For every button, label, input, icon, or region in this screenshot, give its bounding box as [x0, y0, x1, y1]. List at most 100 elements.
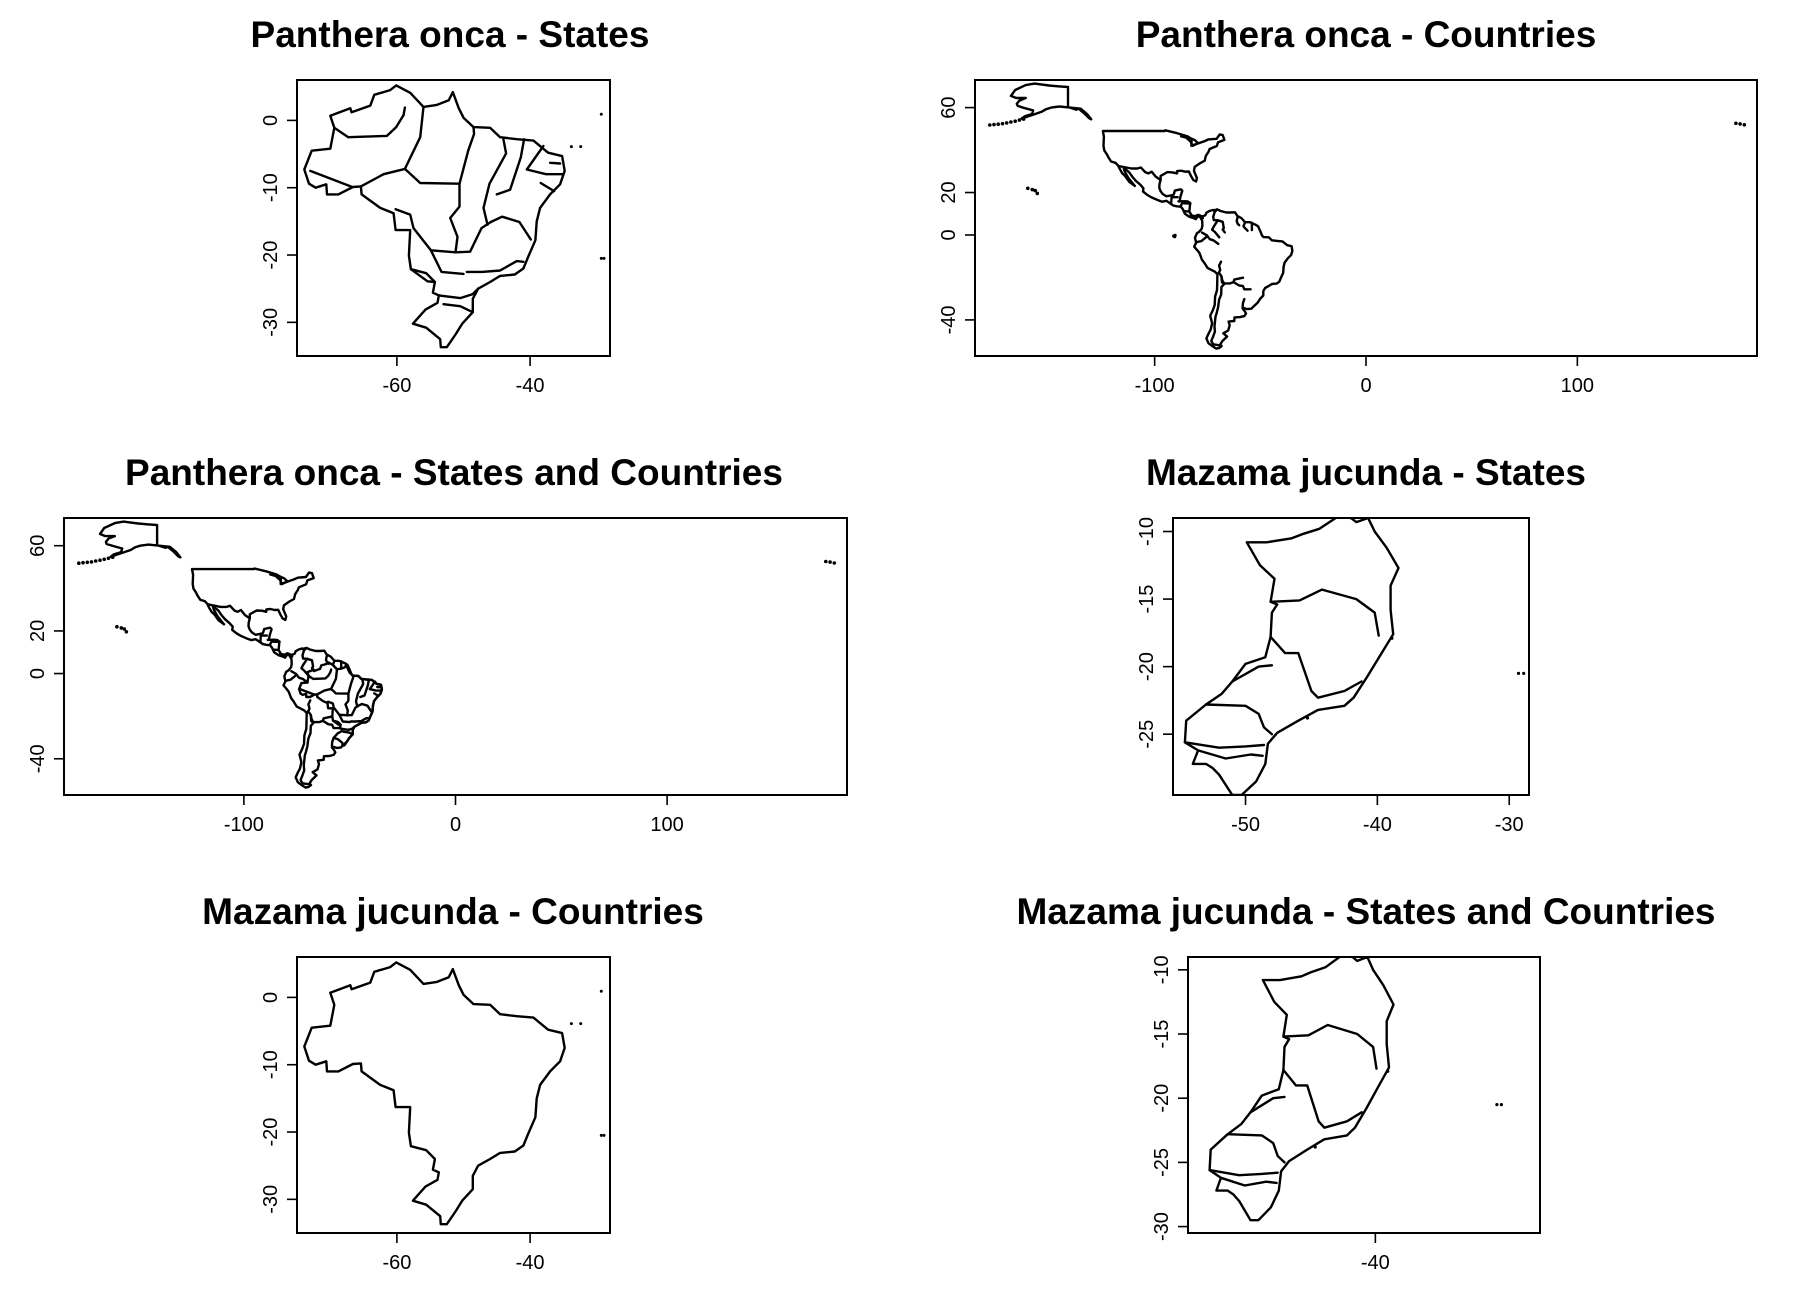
country-border [1189, 213, 1193, 219]
map-geometry [303, 84, 606, 349]
southeast-brazil-outline [1183, 518, 1400, 795]
state-border [1282, 1068, 1363, 1129]
state-border [409, 268, 437, 284]
state-border [403, 105, 425, 171]
hawaii-islands-marker [122, 627, 127, 631]
map-panel-1: Panthera onca - States -60 -40 0 -10 -20 -30 [251, 14, 650, 397]
state-border [359, 678, 371, 699]
country-border [206, 603, 251, 620]
y-tick-label: -10 [260, 1050, 282, 1079]
map-panel-5: Mazama jucunda - Countries -60 -40 0 -10 -20 -… [202, 891, 704, 1274]
plot-frame [1172, 517, 1530, 796]
state-border [315, 687, 350, 696]
hawaii-islands-marker [124, 630, 129, 634]
aleutian-islands-marker [832, 561, 837, 565]
country-border [301, 647, 316, 673]
coastal-islands-marker [1499, 1103, 1503, 1107]
great-lakes-outline [269, 573, 289, 586]
country-border [278, 652, 282, 658]
y-tick-label: -25 [1151, 1148, 1173, 1177]
state-border [495, 138, 526, 196]
country-border [1205, 234, 1220, 246]
aleutian-islands-marker [93, 559, 98, 563]
aleutian-islands-marker [988, 123, 992, 127]
country-border [1242, 221, 1249, 232]
atlantic-islands-marker [569, 145, 573, 149]
map-geometry [1183, 518, 1526, 795]
state-border [394, 182, 461, 254]
hawaii-islands-marker [119, 626, 124, 630]
state-border [1204, 703, 1274, 736]
state-border [307, 668, 333, 681]
aleutian-islands-marker [1004, 121, 1009, 125]
plot-frame [296, 956, 611, 1234]
coastal-islands-marker [1305, 716, 1310, 720]
y-tick-label: 60 [938, 96, 960, 118]
aleutian-islands-marker [110, 555, 115, 559]
x-tick-label: 0 [1360, 375, 1371, 397]
state-border [1183, 741, 1266, 749]
country-border [1210, 219, 1221, 239]
y-tick-label: 20 [27, 620, 49, 642]
panel-title: Mazama jucunda - States and Countries [1016, 891, 1715, 932]
x-tick-label: 100 [1561, 375, 1594, 397]
x-tick-label: -40 [516, 1252, 545, 1274]
x-tick-label: -50 [1231, 814, 1260, 836]
y-tick-label: -30 [260, 1185, 282, 1214]
map-panel-6: Mazama jucunda - States and Countries -40… [1016, 891, 1715, 1274]
state-border [342, 730, 354, 736]
country-border [1117, 164, 1162, 182]
y-tick-label: 0 [260, 992, 282, 1003]
aleutian-islands-marker [89, 560, 94, 564]
y-tick-label: -40 [27, 744, 49, 773]
aleutian-islands-marker [1021, 117, 1026, 121]
aleutian-islands-marker [828, 560, 832, 564]
state-border [359, 167, 461, 188]
atlantic-islands-marker [599, 989, 603, 993]
state-border [488, 138, 508, 185]
state-border [1208, 1168, 1279, 1177]
map-geometry [77, 520, 837, 789]
coastal-islands-marker [1516, 671, 1521, 676]
state-border [1196, 749, 1264, 760]
aleutian-islands-marker [102, 557, 106, 562]
coastal-islands-marker [1495, 1103, 1499, 1107]
state-border [1269, 588, 1380, 637]
atlantic-islands-marker [602, 256, 606, 260]
country-border [259, 634, 269, 644]
state-border [368, 680, 383, 692]
galapagos-marker [1173, 233, 1177, 237]
plot-frame [296, 79, 611, 357]
atlantic-islands-marker [579, 145, 583, 149]
x-tick-label: 0 [450, 814, 461, 836]
y-tick-label: -20 [260, 1118, 282, 1147]
state-border [429, 249, 465, 276]
coastal-islands-marker [1386, 1069, 1390, 1073]
country-border [294, 672, 309, 684]
country-border [1169, 196, 1179, 206]
state-border [442, 303, 474, 314]
y-tick-label: 60 [27, 535, 49, 557]
state-border [354, 692, 360, 708]
y-tick-label: 0 [938, 229, 960, 240]
aleutian-islands-marker [85, 560, 90, 565]
country-border [268, 640, 281, 647]
atlantic-islands-marker [602, 1133, 606, 1137]
atlantic-islands-marker [599, 112, 603, 116]
state-border [525, 144, 564, 176]
aleutian-islands-marker [992, 122, 996, 127]
y-tick-label: -10 [1136, 517, 1158, 546]
country-border [1195, 231, 1209, 244]
state-border [1282, 1023, 1378, 1070]
state-border [329, 668, 339, 691]
state-border [309, 169, 354, 189]
state-border [458, 125, 476, 185]
map-panel-4: Mazama jucunda - States -50 -40 -30 -10 -15 -2… [1136, 452, 1586, 836]
hawaii-islands-marker [115, 624, 119, 629]
aleutian-islands-marker [98, 558, 102, 562]
state-border [437, 287, 480, 300]
state-border [548, 161, 562, 165]
y-tick-label: -15 [1151, 1020, 1173, 1049]
great-lakes-outline [1179, 135, 1200, 147]
